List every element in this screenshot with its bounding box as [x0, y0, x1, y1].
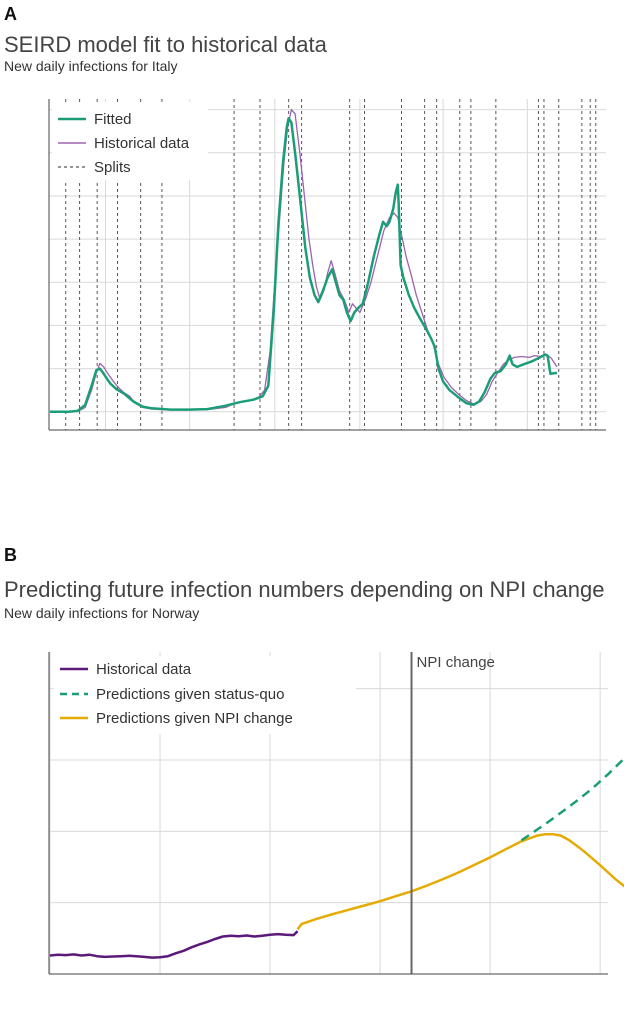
panel-a-letter: A — [4, 4, 17, 24]
panel-b-legend-background — [54, 656, 356, 734]
fitted-line — [50, 117, 558, 413]
panel-b-subtitle: New daily infections for Norway — [4, 605, 199, 621]
panel-b-annotation: NPI change — [410, 652, 495, 974]
panel-a-legend: Fitted Historical data Splits — [52, 102, 208, 180]
npi-change-label: NPI change — [417, 654, 495, 671]
legend-historical-label: Historical data — [94, 135, 190, 152]
legend-status-quo-label: Predictions given status-quo — [96, 686, 284, 703]
panel-b-series — [49, 756, 624, 959]
panel-b-title: Predicting future infection numbers depe… — [4, 577, 605, 602]
legend-splits-label: Splits — [94, 159, 131, 176]
panel-a-series — [50, 108, 558, 413]
legend-npi-change-label: Predictions given NPI change — [96, 710, 293, 727]
panel-b-axes — [48, 652, 608, 975]
panel-b-letter: B — [4, 545, 17, 565]
npi-change-prediction-line — [296, 832, 624, 931]
legend-fitted-label: Fitted — [94, 111, 132, 128]
panel-a-axes — [48, 99, 606, 431]
historical-data-line — [49, 930, 299, 959]
panel-b-legend: Historical data Predictions given status… — [54, 656, 356, 734]
panel-a-title: SEIRD model fit to historical data — [4, 32, 328, 57]
panel-a: A SEIRD model fit to historical data New… — [4, 4, 606, 431]
panel-a-subtitle: New daily infections for Italy — [4, 58, 178, 74]
panel-b: B Predicting future infection numbers de… — [4, 545, 624, 975]
legend-historical-label: Historical data — [96, 661, 192, 678]
status-quo-prediction-line — [520, 756, 624, 842]
